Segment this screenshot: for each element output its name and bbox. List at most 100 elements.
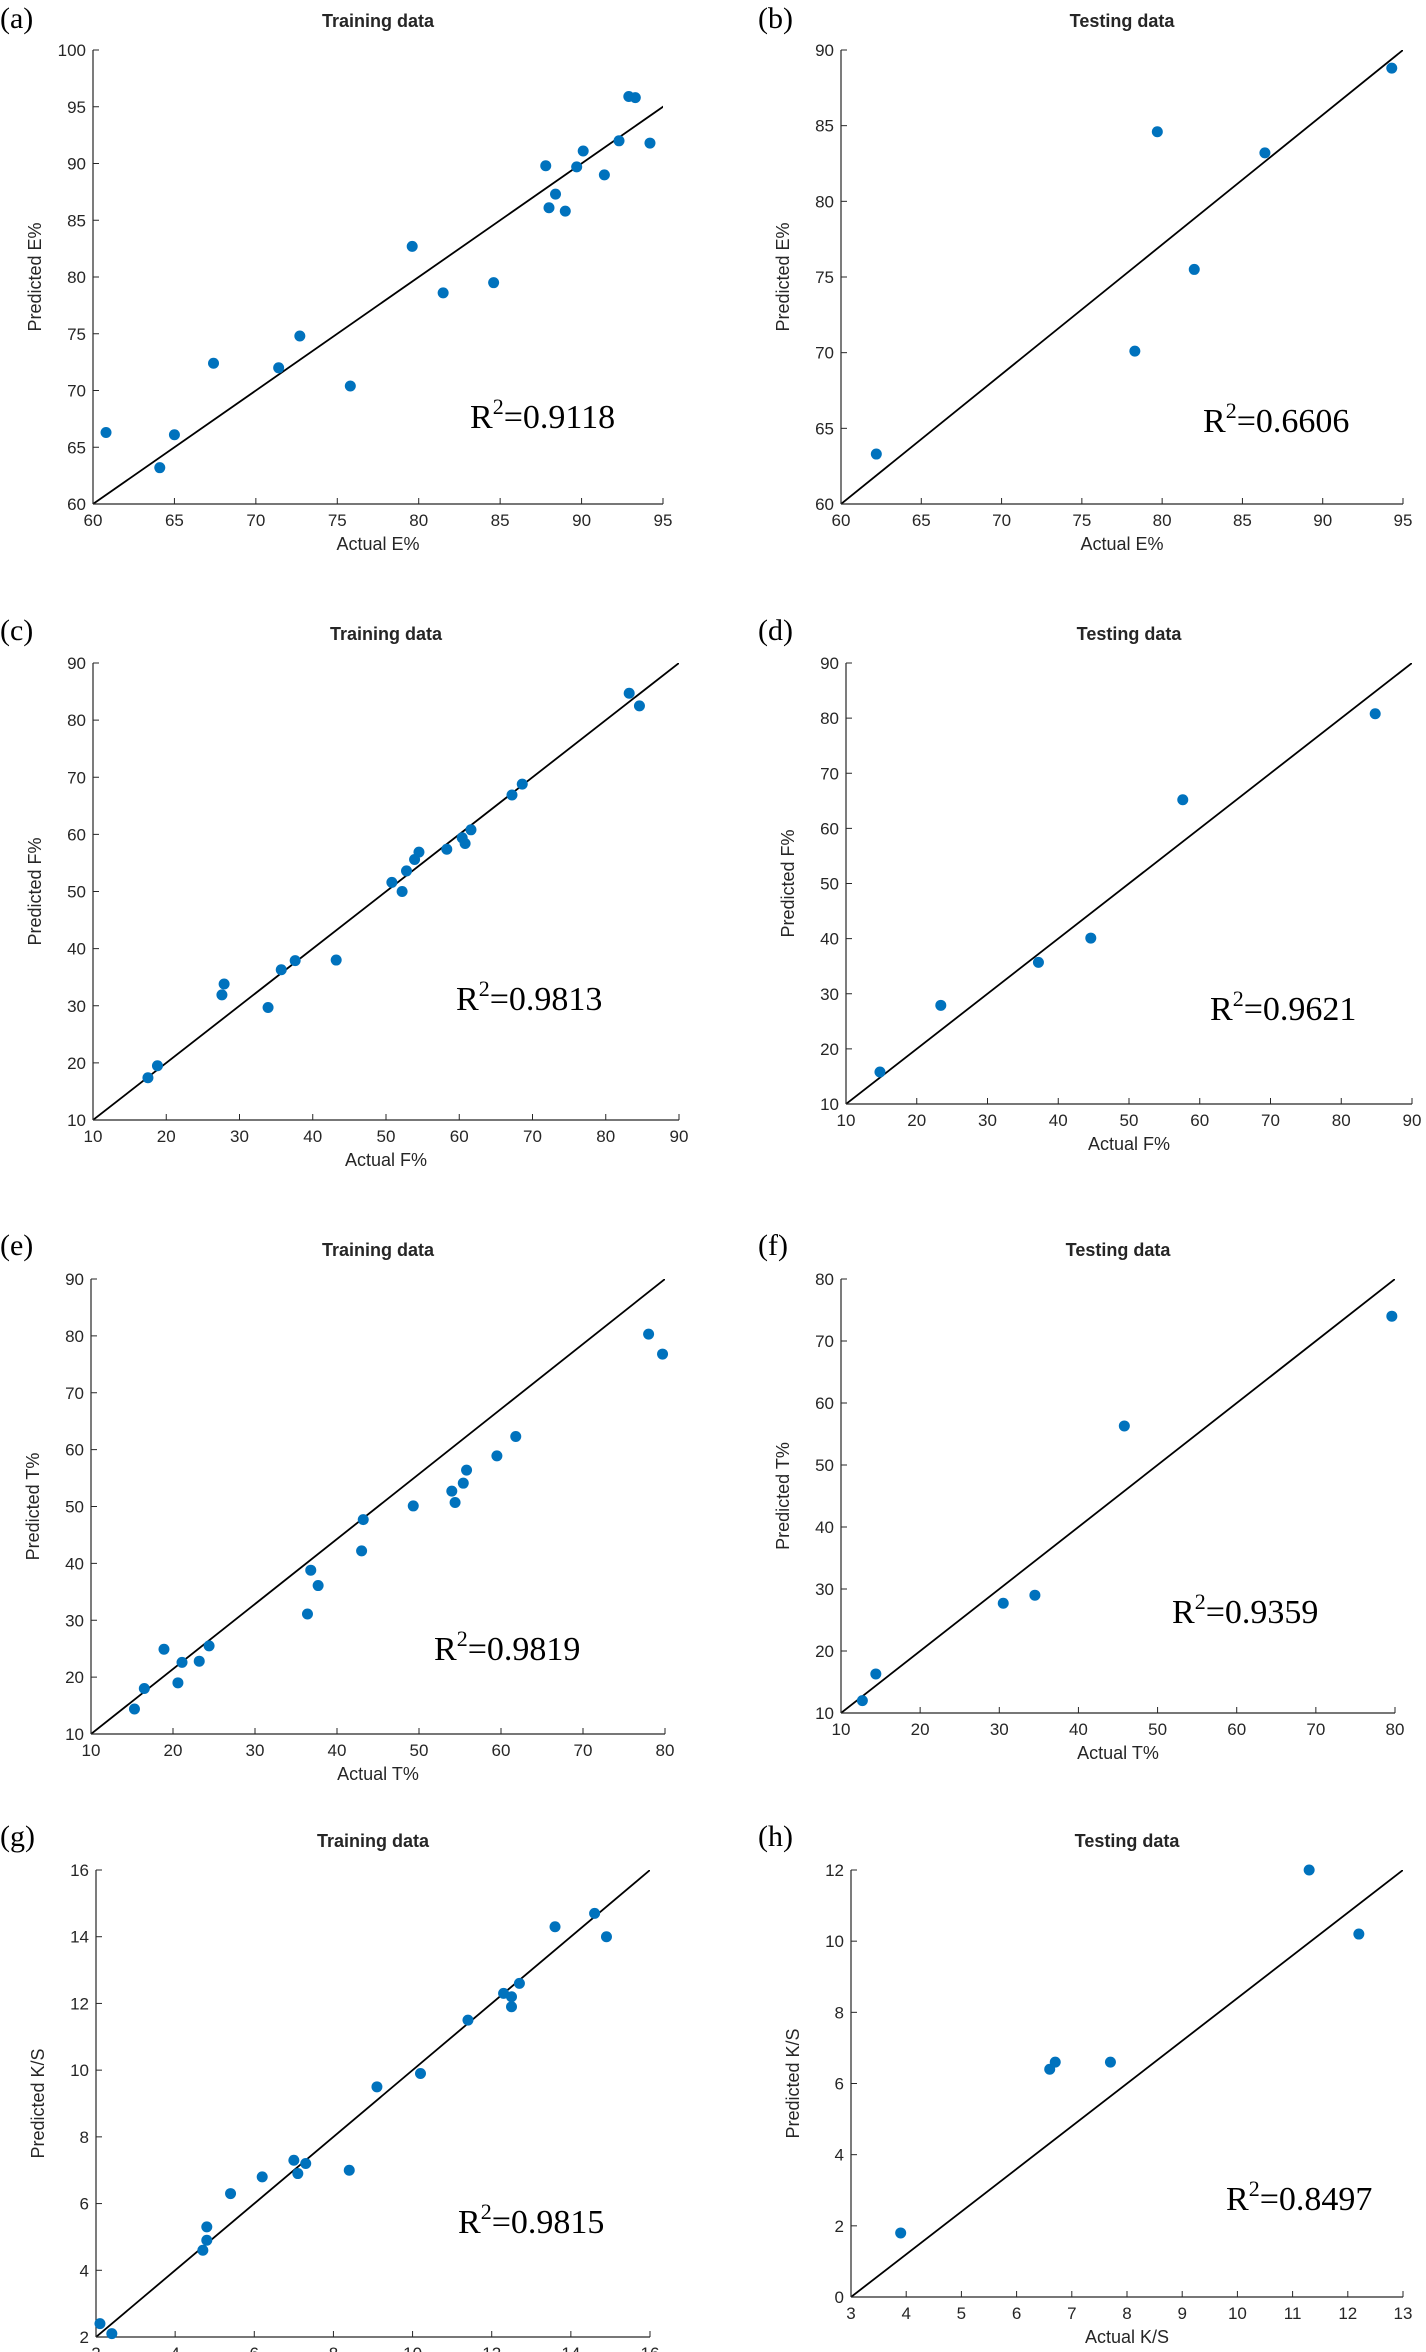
x-tick-label: 60 — [84, 511, 103, 530]
y-tick-label: 90 — [67, 155, 86, 174]
x-tick-label: 80 — [656, 1741, 675, 1760]
data-point — [312, 1580, 324, 1592]
y-tick-label: 80 — [65, 1327, 84, 1346]
data-point — [895, 2227, 907, 2239]
y-tick-label: 20 — [820, 1040, 839, 1059]
x-axis-label: Actual E% — [336, 534, 419, 554]
data-point — [935, 999, 947, 1011]
r-squared-annotation: R2=0.8497 — [1226, 2176, 1372, 2218]
data-point — [225, 2188, 237, 2200]
panel-label: (d) — [758, 614, 793, 647]
y-tick-label: 80 — [67, 711, 86, 730]
data-point — [1386, 62, 1398, 74]
data-point — [571, 161, 583, 173]
y-axis-label: Predicted K/S — [28, 2048, 48, 2158]
panel-label: (f) — [758, 1229, 788, 1262]
data-point — [1029, 1589, 1041, 1601]
x-tick-label: 10 — [82, 1741, 101, 1760]
data-point — [344, 380, 356, 392]
data-point — [1369, 708, 1381, 720]
data-point — [540, 160, 552, 172]
data-point — [275, 964, 287, 976]
data-point — [491, 1450, 503, 1462]
x-tick-label: 10 — [832, 1720, 851, 1739]
y-tick-label: 70 — [820, 764, 839, 783]
x-tick-label: 20 — [164, 1741, 183, 1760]
fit-line — [91, 1279, 665, 1734]
x-tick-label: 4 — [901, 2304, 910, 2323]
data-point — [201, 2234, 213, 2246]
x-tick-label: 10 — [837, 1111, 856, 1130]
x-axis-label: Actual T% — [1077, 1743, 1159, 1763]
r-squared-annotation: R2=0.9819 — [434, 1626, 580, 1668]
data-point — [600, 1931, 612, 1943]
data-point — [457, 1477, 469, 1489]
x-tick-label: 10 — [84, 1127, 103, 1146]
x-tick-label: 4 — [170, 2344, 179, 2352]
x-axis-label: Actual F% — [1088, 1134, 1170, 1154]
data-point — [273, 362, 285, 374]
data-point — [1049, 2056, 1061, 2068]
data-point — [386, 876, 398, 888]
data-point — [176, 1656, 188, 1668]
x-tick-label: 50 — [1120, 1111, 1139, 1130]
x-tick-label: 90 — [1403, 1111, 1422, 1130]
y-tick-label: 70 — [65, 1384, 84, 1403]
chart-title: Testing data — [1077, 624, 1183, 644]
x-tick-label: 14 — [561, 2344, 580, 2352]
data-point — [506, 2001, 517, 2013]
x-tick-label: 9 — [1177, 2304, 1186, 2323]
x-tick-label: 20 — [911, 1720, 930, 1739]
y-tick-label: 14 — [70, 1928, 89, 1947]
x-tick-label: 11 — [1284, 2304, 1302, 2323]
y-tick-label: 20 — [65, 1668, 84, 1687]
x-tick-label: 90 — [670, 1127, 689, 1146]
data-point — [465, 824, 477, 836]
data-point — [357, 1514, 369, 1526]
y-tick-label: 50 — [65, 1498, 84, 1517]
data-point — [543, 202, 555, 214]
data-point — [1151, 126, 1163, 138]
x-tick-label: 3 — [846, 2304, 855, 2323]
y-tick-label: 40 — [820, 930, 839, 949]
data-point — [856, 1695, 868, 1707]
x-tick-label: 70 — [992, 511, 1011, 530]
data-point — [256, 2171, 268, 2183]
x-tick-label: 70 — [523, 1127, 542, 1146]
y-tick-label: 4 — [835, 2146, 844, 2165]
x-tick-label: 20 — [907, 1111, 926, 1130]
x-tick-label: 65 — [912, 511, 931, 530]
x-tick-label: 20 — [157, 1127, 176, 1146]
fit-line — [846, 663, 1412, 1104]
fit-line — [93, 105, 663, 504]
data-point — [414, 2067, 426, 2079]
x-tick-label: 13 — [1394, 2304, 1413, 2323]
panel-h: 3 4 5 6 7 8 9 10 11 12 13 0 2 4 6 8 10 12 Testing data Actu… — [758, 1820, 1412, 2347]
x-tick-label: 95 — [1394, 511, 1413, 530]
r-squared-annotation: R2=0.9813 — [456, 976, 602, 1018]
x-tick-label: 6 — [250, 2344, 259, 2352]
data-point — [201, 2221, 213, 2233]
y-tick-label: 0 — [835, 2288, 844, 2307]
data-point — [1118, 1420, 1130, 1432]
panel-label: (b) — [758, 2, 793, 35]
y-axis-label: Predicted E% — [773, 222, 793, 331]
panel-d: 10 20 30 40 50 60 70 80 90 10 20 30 40 50 60 70 80 90 Test… — [758, 614, 1421, 1154]
x-axis-label: Actual T% — [337, 1764, 419, 1784]
data-point — [613, 135, 625, 147]
y-axis-label: Predicted K/S — [783, 2028, 803, 2138]
panel-label: (c) — [0, 614, 33, 647]
y-tick-label: 6 — [835, 2075, 844, 2094]
y-tick-label: 2 — [835, 2217, 844, 2236]
y-tick-label: 60 — [815, 495, 834, 514]
x-axis-label: Actual F% — [345, 1150, 427, 1170]
y-tick-label: 80 — [820, 709, 839, 728]
y-tick-label: 95 — [67, 98, 86, 117]
data-point — [874, 1066, 886, 1078]
y-tick-label: 12 — [70, 1994, 89, 2013]
data-point — [172, 1677, 184, 1689]
x-tick-label: 40 — [328, 1741, 347, 1760]
y-tick-label: 80 — [815, 1270, 834, 1289]
y-tick-label: 6 — [80, 2195, 89, 2214]
panel-f: 10 20 30 40 50 60 70 80 10 20 30 40 50 60 70 80 Testing … — [758, 1229, 1404, 1763]
